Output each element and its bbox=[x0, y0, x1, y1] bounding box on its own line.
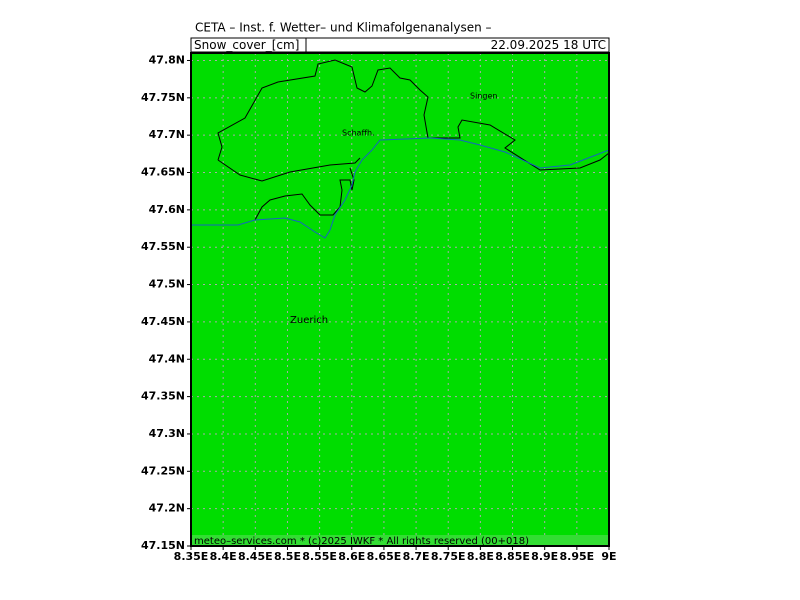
lat-tick-label: 47.5N bbox=[149, 278, 185, 291]
lon-tick-label: 8.35E bbox=[174, 550, 209, 563]
date: 22.09.2025 18 UTC bbox=[491, 38, 606, 52]
lon-tick-label: 9E bbox=[601, 550, 616, 563]
lat-tick-label: 47.15N bbox=[141, 539, 185, 552]
footer: meteo–services.com * (c)2025 IWKF * All … bbox=[194, 536, 529, 547]
lat-tick-label: 47.4N bbox=[149, 352, 185, 365]
lon-tick-label: 8.6E bbox=[338, 550, 365, 563]
lon-tick-label: 8.7E bbox=[403, 550, 430, 563]
lat-tick-label: 47.55N bbox=[141, 240, 185, 253]
place-label: Zuerich bbox=[290, 315, 328, 326]
footer-strip bbox=[191, 535, 609, 546]
lat-tick-label: 47.7N bbox=[149, 128, 185, 141]
border bbox=[217, 157, 361, 182]
lon-tick-label: 8.9E bbox=[531, 550, 558, 563]
map-frame bbox=[190, 52, 610, 547]
lat-tick-label: 47.35N bbox=[141, 390, 185, 403]
map-area bbox=[191, 53, 609, 546]
lon-tick-label: 8.45E bbox=[238, 550, 273, 563]
lat-tick-label: 47.65N bbox=[141, 166, 185, 179]
lat-tick-label: 47.3N bbox=[149, 427, 185, 440]
lon-tick-label: 8.5E bbox=[274, 550, 301, 563]
lat-tick-label: 47.25N bbox=[141, 464, 185, 477]
title: CETA – Inst. f. Wetter– und Klimafolgena… bbox=[195, 21, 492, 35]
border bbox=[217, 59, 610, 171]
lon-tick-label: 8.4E bbox=[210, 550, 237, 563]
lat-tick-label: 47.8N bbox=[149, 53, 185, 66]
lat-tick-label: 47.75N bbox=[141, 91, 185, 104]
lon-tick-label: 8.75E bbox=[431, 550, 466, 563]
river bbox=[191, 137, 610, 239]
lon-tick-label: 8.65E bbox=[367, 550, 402, 563]
lat-tick-label: 47.45N bbox=[141, 315, 185, 328]
lon-tick-label: 8.85E bbox=[495, 550, 530, 563]
lon-tick-label: 8.95E bbox=[560, 550, 595, 563]
place-label: Singen bbox=[470, 92, 497, 101]
place-label: Schaffh. bbox=[342, 129, 375, 138]
lat-tick-label: 47.2N bbox=[149, 502, 185, 515]
variable: Snow_cover_[cm] bbox=[194, 38, 299, 52]
lon-tick-label: 8.8E bbox=[467, 550, 494, 563]
lon-tick-label: 8.55E bbox=[302, 550, 337, 563]
lat-tick-label: 47.6N bbox=[149, 203, 185, 216]
